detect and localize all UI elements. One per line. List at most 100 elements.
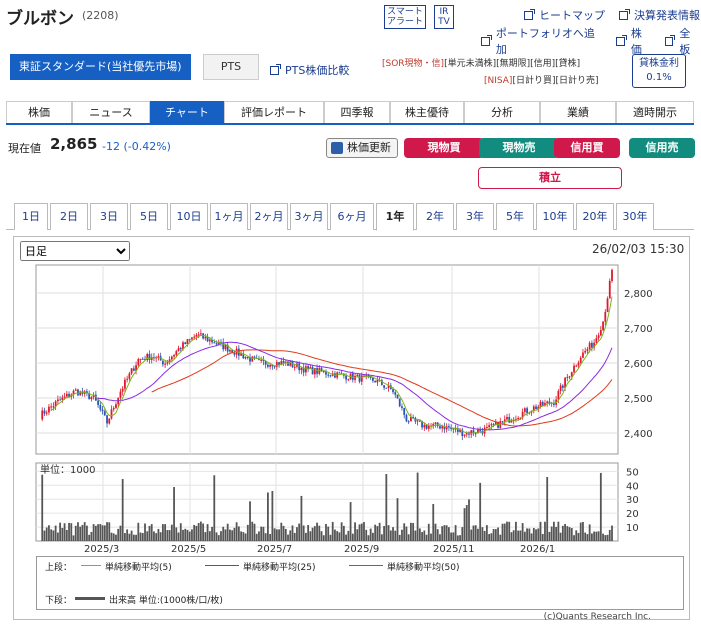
volume-bar: [197, 523, 200, 541]
range-tab-12[interactable]: 5年: [496, 203, 534, 230]
candle-body: [561, 385, 564, 388]
spot-buy-button[interactable]: 現物買: [404, 138, 484, 158]
volume-bar: [150, 524, 153, 541]
volume-bar: [300, 495, 303, 541]
volume-bar: [427, 523, 430, 541]
candle-body: [405, 414, 408, 422]
volume-bar: [267, 492, 269, 541]
tab-shikiho[interactable]: 四季報: [324, 101, 390, 123]
calendar-icon: [619, 8, 630, 20]
range-tab-3[interactable]: 5日: [130, 203, 168, 230]
tab-rating-report[interactable]: 評価レポート: [224, 101, 324, 123]
volume-bar: [237, 526, 240, 541]
add-portfolio-link[interactable]: ポートフォリオへ追加: [495, 27, 595, 56]
range-tab-8[interactable]: 6ヶ月: [330, 203, 374, 230]
stock-code: (2208): [82, 9, 119, 22]
volume-bar: [557, 521, 560, 541]
candle-body: [579, 357, 582, 363]
chart-legend: 上段： 単純移動平均(5) 単純移動平均(25) 単純移動平均(50) 下段： …: [36, 556, 684, 610]
range-tab-14[interactable]: 20年: [576, 203, 614, 230]
range-tab-10[interactable]: 2年: [416, 203, 454, 230]
candle-body: [249, 357, 251, 362]
range-tab-7[interactable]: 3ヶ月: [290, 203, 328, 230]
volume-bar: [45, 527, 48, 541]
volume-bar: [602, 533, 604, 541]
ir-tv-button[interactable]: IR TV: [434, 5, 454, 29]
volume-bar: [50, 529, 53, 541]
volume-bar: [575, 530, 578, 541]
candle-body: [506, 416, 508, 420]
volume-bar: [573, 535, 575, 541]
market-selected-button[interactable]: 東証スタンダード(当社優先市場): [10, 54, 191, 80]
candle-body: [271, 364, 274, 367]
lending-rate-badge[interactable]: 貸株金利 0.1%: [632, 54, 686, 88]
candle-body: [454, 428, 457, 430]
candle-body: [43, 410, 46, 414]
margin-buy-button[interactable]: 信用買: [554, 138, 620, 158]
volume-bar: [356, 529, 359, 541]
volume-bar: [606, 534, 609, 541]
volume-bar: [441, 526, 444, 541]
volume-bar: [608, 529, 611, 541]
volume-bar: [88, 534, 91, 541]
range-tab-9[interactable]: 1年: [376, 203, 414, 231]
candle-body: [204, 336, 207, 339]
earnings-info-link[interactable]: 決算発表情報: [634, 9, 700, 22]
period-select[interactable]: 日足: [20, 241, 130, 261]
candle-body: [374, 380, 377, 383]
range-tab-1[interactable]: 2日: [50, 203, 88, 230]
candle-body: [392, 389, 394, 393]
x-tick-label: 2025/3: [84, 544, 119, 555]
volume-bar: [137, 522, 140, 541]
candle-body: [48, 406, 50, 413]
tab-disclosure[interactable]: 適時開示: [616, 101, 694, 123]
range-tab-6[interactable]: 2ヶ月: [250, 203, 288, 230]
volume-bar: [376, 526, 379, 541]
tab-news[interactable]: ニュース: [72, 101, 150, 123]
legend-ma25: 単純移動平均(25): [243, 563, 316, 573]
volume-bar: [566, 526, 569, 541]
volume-bar: [470, 529, 473, 541]
candle-body: [144, 358, 146, 361]
tab-chart[interactable]: チャート: [150, 101, 224, 123]
candle-body: [215, 343, 218, 345]
range-tab-5[interactable]: 1ヶ月: [210, 203, 248, 230]
volume-bar: [512, 530, 515, 541]
smart-alert-button[interactable]: スマート アラート: [384, 5, 426, 29]
candle-body: [253, 356, 256, 358]
legend-lower-label: 下段：: [45, 596, 73, 606]
volume-bar: [41, 474, 44, 541]
pts-compare-link[interactable]: PTS株価比較: [285, 64, 350, 77]
refresh-price-button[interactable]: 株価更新: [326, 138, 398, 158]
range-tab-11[interactable]: 3年: [456, 203, 494, 230]
range-tab-13[interactable]: 10年: [536, 203, 574, 230]
tab-analysis[interactable]: 分析: [464, 101, 540, 123]
candle-body: [474, 433, 477, 435]
candle-body: [94, 394, 97, 401]
spot-sell-button[interactable]: 現物売: [479, 138, 559, 158]
candle-body: [269, 364, 272, 367]
stock-price-link[interactable]: 株価: [630, 27, 642, 56]
range-tab-2[interactable]: 3日: [90, 203, 128, 230]
range-tab-15[interactable]: 30年: [616, 203, 654, 230]
volume-bar: [175, 527, 178, 541]
candle-body: [347, 379, 350, 381]
candle-body: [175, 351, 178, 355]
candle-body: [182, 342, 184, 350]
candle-body: [606, 298, 609, 312]
pts-button[interactable]: PTS: [203, 54, 259, 80]
tab-shareholder-benefits[interactable]: 株主優待: [390, 101, 464, 123]
volume-bar: [148, 525, 151, 541]
volume-bar: [488, 534, 491, 541]
range-tab-4[interactable]: 10日: [170, 203, 208, 230]
tsumitate-button[interactable]: 積立: [478, 167, 622, 189]
range-tab-0[interactable]: 1日: [14, 203, 48, 230]
candle-body: [148, 354, 151, 361]
tab-earnings[interactable]: 業績: [540, 101, 616, 123]
tab-stock-price[interactable]: 株価: [6, 101, 72, 123]
heatmap-link[interactable]: ヒートマップ: [539, 9, 605, 22]
full-board-link[interactable]: 全板: [679, 27, 691, 56]
margin-sell-button[interactable]: 信用売: [629, 138, 695, 158]
volume-bar: [506, 521, 508, 541]
ma25-swatch: [205, 565, 239, 566]
